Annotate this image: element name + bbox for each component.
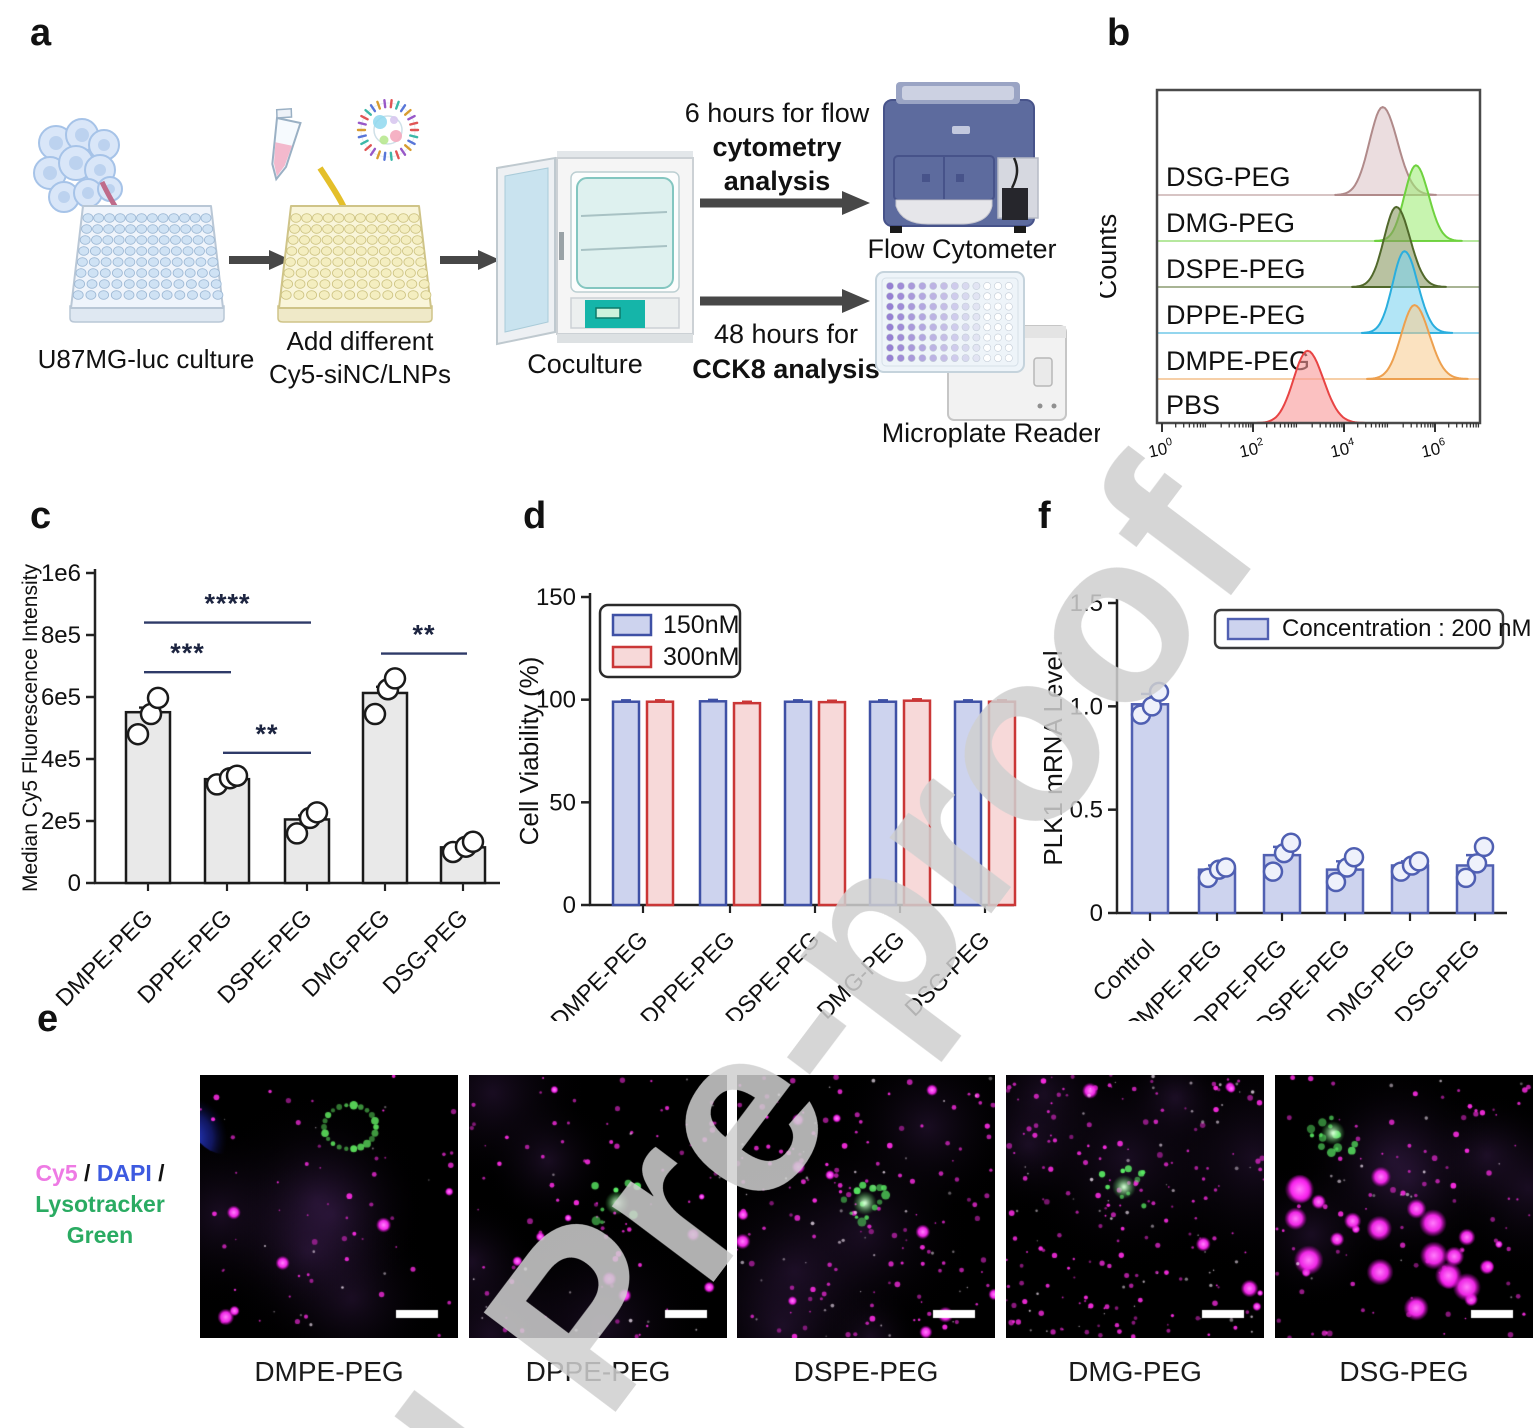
svg-text:100: 100	[536, 687, 576, 714]
svg-text:Cell Viability (%): Cell Viability (%)	[518, 657, 544, 846]
arrow-right-icon	[229, 250, 291, 270]
micro-label-dmg: DMG-PEG	[1068, 1356, 1202, 1387]
svg-text:2e5: 2e5	[41, 808, 81, 835]
svg-text:1e6: 1e6	[41, 560, 81, 587]
lnp-particle-icon	[356, 99, 420, 161]
cck8-route-line2: CCK8 analysis	[692, 354, 880, 384]
flow-route-line3: analysis	[724, 166, 831, 196]
panel-f-label: f	[1038, 495, 1051, 537]
cck8-route-line1: 48 hours for	[714, 319, 858, 349]
svg-text:6e5: 6e5	[41, 684, 81, 711]
svg-text:DSG-PEG: DSG-PEG	[378, 904, 473, 999]
cell-viability-bar-chart: 0 50 100 150 Cell Viability (%) DMPE-PEGDPPE-…	[518, 584, 1017, 1021]
dapi-legend: DAPI	[96, 1160, 152, 1186]
svg-text:8e5: 8e5	[41, 622, 81, 649]
microplate-reader-label: Microplate Reader	[882, 418, 1100, 448]
svg-text:**: **	[255, 719, 278, 749]
flow-route-line2: cytometry	[712, 132, 841, 162]
flow-cytometer-icon	[883, 82, 1039, 233]
svg-text:DMG-PEG: DMG-PEG	[1166, 208, 1295, 238]
svg-text:DMPE-PEG: DMPE-PEG	[1166, 346, 1310, 376]
svg-text:0: 0	[68, 870, 81, 897]
svg-text:DSG-PEG: DSG-PEG	[900, 926, 995, 1021]
svg-text:150nM: 150nM	[663, 611, 739, 639]
workflow-diagram: U87MG-luc culture	[33, 82, 1100, 448]
microscopy-image-dsg	[1275, 1075, 1533, 1338]
micro-label-dmpe: DMPE-PEG	[254, 1356, 404, 1387]
add-label-line2: Cy5-siNC/LNPs	[269, 359, 451, 389]
svg-text:PBS: PBS	[1166, 390, 1220, 420]
arrow-right-icon	[440, 250, 500, 270]
svg-text:106: 106	[1419, 436, 1448, 462]
tube-icon	[271, 107, 302, 182]
assay-microplate-icon	[875, 271, 1025, 373]
well-plate-blue-icon	[69, 205, 225, 323]
svg-text:DSPE-PEG: DSPE-PEG	[1166, 254, 1306, 284]
panel-a-label: a	[30, 12, 52, 54]
flow-histogram-chart: DSG-PEG DMG-PEG DSPE-PEG DPPE-PEG DMPE-PEG PB…	[1100, 88, 1482, 462]
microscopy-image-dmg	[1006, 1075, 1264, 1338]
svg-text:****: ****	[204, 589, 250, 619]
panel-b-label: b	[1107, 12, 1131, 54]
panel-d-label: d	[523, 495, 547, 537]
panel-e-label: e	[37, 998, 59, 1040]
svg-text:DSPE-PEG: DSPE-PEG	[720, 926, 824, 1021]
svg-text:**: **	[412, 620, 435, 650]
svg-text:100: 100	[1146, 436, 1175, 462]
svg-text:1.5: 1.5	[1070, 590, 1103, 617]
svg-text:4e5: 4e5	[41, 746, 81, 773]
cy5-legend: Cy5	[35, 1160, 78, 1186]
incubator-icon	[496, 151, 694, 346]
micro-label-dsg: DSG-PEG	[1339, 1356, 1469, 1387]
coculture-label: Coculture	[527, 349, 643, 379]
cell-cluster-icon	[33, 118, 123, 213]
arrow-right-icon	[700, 191, 870, 215]
svg-text:Median Cy5 Fluorescence Intens: Median Cy5 Fluorescence Intensity	[19, 564, 42, 892]
microscopy-image-dmpe	[200, 1075, 458, 1338]
svg-text:50: 50	[549, 789, 576, 816]
svg-text:Concentration : 200 nM: Concentration : 200 nM	[1282, 615, 1531, 642]
flow-route-line1: 6 hours for flow	[685, 98, 870, 128]
arrow-right-icon	[700, 289, 870, 313]
panel-c-label: c	[30, 495, 52, 537]
svg-text:PLK1 mRNA Level: PLK1 mRNA Level	[1038, 650, 1068, 865]
svg-text:0.5: 0.5	[1070, 797, 1103, 824]
svg-text:300nM: 300nM	[663, 643, 739, 671]
microscopy-image-dspe	[737, 1075, 995, 1338]
svg-text:0: 0	[563, 892, 576, 919]
culture-label: U87MG-luc culture	[38, 344, 255, 374]
micro-label-dppe: DPPE-PEG	[525, 1356, 671, 1387]
svg-text:104: 104	[1328, 436, 1357, 462]
svg-text:Counts: Counts	[1100, 214, 1122, 300]
fluorescence-legend: Cy5 / DAPI / Lysotracker Green	[35, 1160, 165, 1249]
micro-label-dspe: DSPE-PEG	[793, 1356, 939, 1387]
svg-text:1.0: 1.0	[1070, 693, 1103, 720]
add-label-line1: Add different	[287, 326, 435, 356]
svg-text:0: 0	[1090, 900, 1103, 927]
svg-text:102: 102	[1237, 436, 1266, 462]
svg-text:150: 150	[536, 584, 576, 611]
svg-text:DPPE-PEG: DPPE-PEG	[1166, 300, 1306, 330]
svg-text:DMG-PEG: DMG-PEG	[812, 926, 910, 1021]
lysotracker-legend: Lysotracker Green	[35, 1191, 165, 1249]
svg-text:DPPE-PEG: DPPE-PEG	[635, 926, 739, 1021]
svg-text:DSG-PEG: DSG-PEG	[1166, 162, 1291, 192]
well-plate-yellow-icon	[277, 205, 433, 323]
flow-cytometer-label: Flow Cytometer	[867, 234, 1056, 264]
svg-text:***: ***	[170, 638, 205, 668]
svg-text:DMPE-PEG: DMPE-PEG	[546, 926, 653, 1021]
microscopy-image-dppe	[469, 1075, 727, 1338]
